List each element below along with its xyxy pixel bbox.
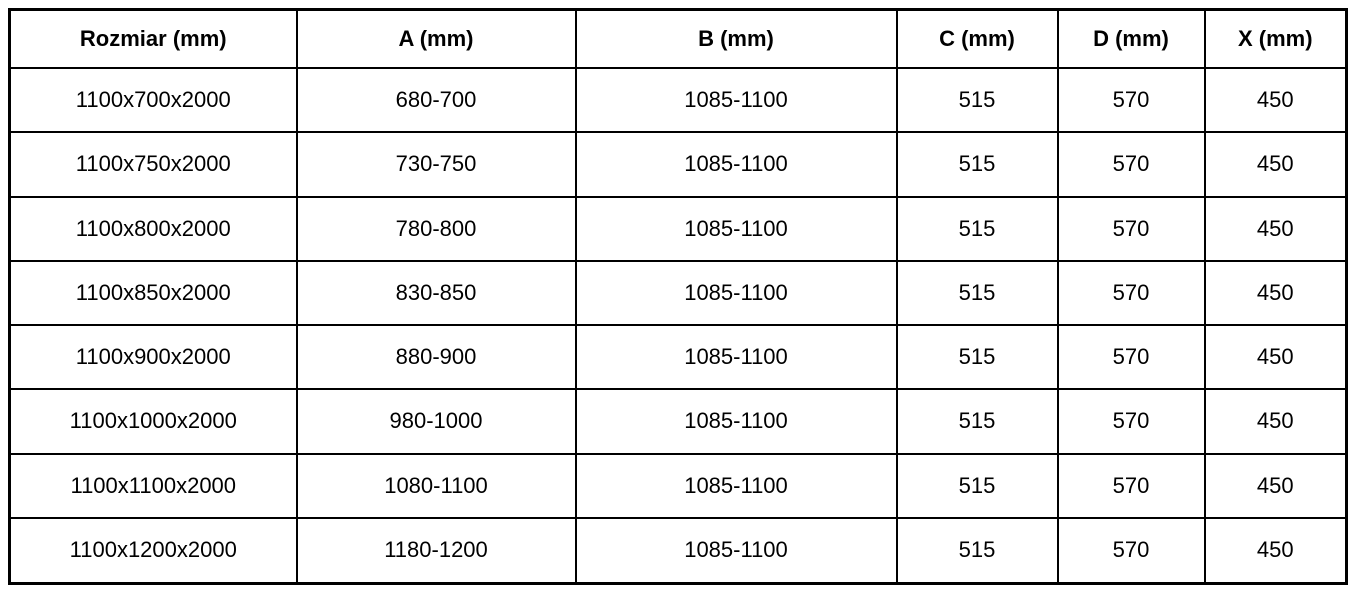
table-row: 1100x700x2000 680-700 1085-1100 515 570 450 bbox=[8, 66, 1348, 134]
table-cell: 450 bbox=[1203, 131, 1348, 198]
table-cell: 1085-1100 bbox=[574, 324, 898, 391]
column-header: C (mm) bbox=[895, 8, 1059, 69]
table-cell: 570 bbox=[1056, 452, 1206, 519]
table-cell: 1080-1100 bbox=[295, 452, 577, 519]
table-cell: 1100x1200x2000 bbox=[8, 516, 298, 585]
table-cell: 1100x750x2000 bbox=[8, 131, 298, 198]
table-cell: 1100x1100x2000 bbox=[8, 452, 298, 519]
table-cell: 515 bbox=[895, 131, 1059, 198]
table-row: 1100x850x2000 830-850 1085-1100 515 570 450 bbox=[8, 259, 1348, 327]
table-cell: 680-700 bbox=[295, 66, 577, 134]
table-cell: 450 bbox=[1203, 66, 1348, 134]
table-row: 1100x750x2000 730-750 1085-1100 515 570 450 bbox=[8, 131, 1348, 198]
table-cell: 570 bbox=[1056, 324, 1206, 391]
table-cell: 515 bbox=[895, 452, 1059, 519]
table-cell: 1100x700x2000 bbox=[8, 66, 298, 134]
table-cell: 570 bbox=[1056, 195, 1206, 262]
table-cell: 1085-1100 bbox=[574, 66, 898, 134]
table-cell: 515 bbox=[895, 195, 1059, 262]
table-cell: 1100x900x2000 bbox=[8, 324, 298, 391]
table-cell: 1085-1100 bbox=[574, 195, 898, 262]
table-row: 1100x1200x2000 1180-1200 1085-1100 515 570 45… bbox=[8, 516, 1348, 585]
table-cell: 830-850 bbox=[295, 259, 577, 327]
table-cell: 780-800 bbox=[295, 195, 577, 262]
table-row: 1100x1000x2000 980-1000 1085-1100 515 570 450 bbox=[8, 388, 1348, 455]
table-cell: 1100x800x2000 bbox=[8, 195, 298, 262]
table-cell: 450 bbox=[1203, 259, 1348, 327]
table-cell: 570 bbox=[1056, 66, 1206, 134]
table-cell: 570 bbox=[1056, 131, 1206, 198]
table-cell: 515 bbox=[895, 66, 1059, 134]
table-cell: 1100x850x2000 bbox=[8, 259, 298, 327]
table-cell: 1100x1000x2000 bbox=[8, 388, 298, 455]
table-cell: 570 bbox=[1056, 388, 1206, 455]
table-cell: 1085-1100 bbox=[574, 516, 898, 585]
size-spec-table: Rozmiar (mm) A (mm) B (mm) C (mm) D (mm) X (m… bbox=[8, 8, 1348, 585]
table-cell: 1085-1100 bbox=[574, 388, 898, 455]
column-header: Rozmiar (mm) bbox=[8, 8, 298, 69]
table-body: 1100x700x2000 680-700 1085-1100 515 570 450 11… bbox=[8, 66, 1348, 585]
table-cell: 515 bbox=[895, 388, 1059, 455]
column-header: B (mm) bbox=[574, 8, 898, 69]
table-cell: 450 bbox=[1203, 324, 1348, 391]
column-header: D (mm) bbox=[1056, 8, 1206, 69]
table-cell: 515 bbox=[895, 324, 1059, 391]
table-cell: 515 bbox=[895, 259, 1059, 327]
table-cell: 1085-1100 bbox=[574, 259, 898, 327]
table-cell: 1180-1200 bbox=[295, 516, 577, 585]
table-row: 1100x800x2000 780-800 1085-1100 515 570 450 bbox=[8, 195, 1348, 262]
table-cell: 980-1000 bbox=[295, 388, 577, 455]
table-cell: 450 bbox=[1203, 388, 1348, 455]
table-cell: 450 bbox=[1203, 452, 1348, 519]
table-cell: 1085-1100 bbox=[574, 452, 898, 519]
table-cell: 1085-1100 bbox=[574, 131, 898, 198]
table-row: 1100x900x2000 880-900 1085-1100 515 570 450 bbox=[8, 324, 1348, 391]
header-row: Rozmiar (mm) A (mm) B (mm) C (mm) D (mm) X (m… bbox=[8, 8, 1348, 69]
table-cell: 515 bbox=[895, 516, 1059, 585]
table-cell: 450 bbox=[1203, 195, 1348, 262]
table-cell: 730-750 bbox=[295, 131, 577, 198]
column-header: X (mm) bbox=[1203, 8, 1348, 69]
table-cell: 880-900 bbox=[295, 324, 577, 391]
table-cell: 450 bbox=[1203, 516, 1348, 585]
table-cell: 570 bbox=[1056, 516, 1206, 585]
table-row: 1100x1100x2000 1080-1100 1085-1100 515 570 45… bbox=[8, 452, 1348, 519]
table-cell: 570 bbox=[1056, 259, 1206, 327]
column-header: A (mm) bbox=[295, 8, 577, 69]
